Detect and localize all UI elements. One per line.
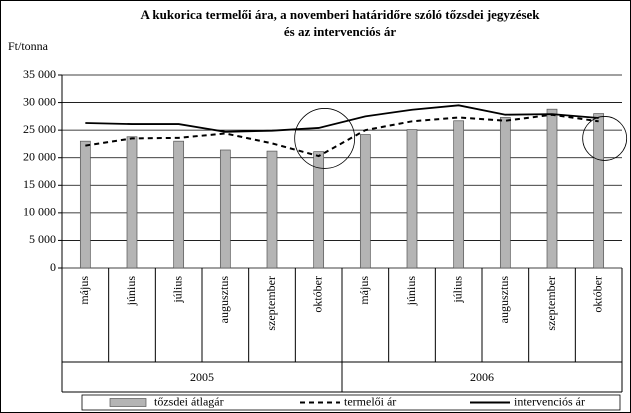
legend-box <box>81 394 621 411</box>
bar <box>266 150 278 269</box>
bar <box>219 149 231 269</box>
bar <box>453 120 465 269</box>
legend-label: intervenciós ár <box>514 394 585 408</box>
annotation-circle <box>582 116 628 161</box>
x-tick-label: június <box>124 276 138 307</box>
y-tick-label: 5 000 <box>29 232 56 246</box>
bar <box>173 140 185 269</box>
chart-title: és az intervenciós ár <box>284 24 397 39</box>
bar <box>406 129 418 269</box>
legend-label: tőzsdei átlagár <box>154 394 224 408</box>
group-label: 2006 <box>470 370 494 384</box>
bar <box>546 108 558 269</box>
bar <box>313 151 325 269</box>
legend-swatch <box>109 398 147 407</box>
x-tick-label: július <box>450 276 464 304</box>
y-tick-label: 30 000 <box>23 94 56 108</box>
line <box>85 104 599 133</box>
chart-title: A kukorica termelői ára, a novemberi hat… <box>140 7 540 22</box>
x-tick-label: június <box>404 276 418 307</box>
x-tick-label: szeptember <box>544 276 558 331</box>
y-tick-label: 15 000 <box>23 177 56 191</box>
y-axis-label: Ft/tonna <box>8 39 49 53</box>
bar <box>359 134 371 269</box>
x-tick-label: augusztus <box>217 276 231 324</box>
x-tick-label: október <box>590 276 604 313</box>
bar <box>79 140 91 269</box>
y-tick-label: 0 <box>50 260 56 274</box>
legend-label: termelői ár <box>344 394 396 408</box>
x-tick-label: május <box>357 276 371 305</box>
y-tick-label: 35 000 <box>23 67 56 81</box>
x-tick-label: július <box>170 276 184 304</box>
x-tick-label: szeptember <box>264 276 278 331</box>
annotation-circle <box>294 108 356 169</box>
x-tick-label: október <box>310 276 324 313</box>
x-tick-label: május <box>77 276 91 305</box>
y-tick-label: 10 000 <box>23 205 56 219</box>
bar <box>126 136 138 269</box>
line <box>85 113 599 158</box>
group-label: 2005 <box>190 370 214 384</box>
x-tick-label: augusztus <box>497 276 511 324</box>
bar <box>499 117 511 269</box>
y-tick-label: 20 000 <box>23 149 56 163</box>
bar <box>593 113 605 269</box>
y-tick-label: 25 000 <box>23 122 56 136</box>
